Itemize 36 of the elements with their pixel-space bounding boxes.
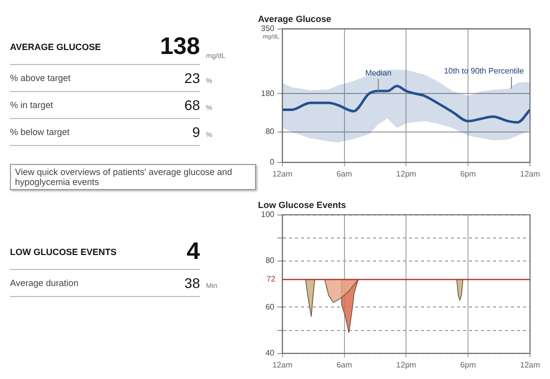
category-label: % above target [10,72,72,84]
x-tick-label: 12am [272,169,293,178]
x-tick-label: 12pm [396,169,417,178]
data-label: 38 [183,275,200,291]
y-tick-label: 60 [265,302,275,312]
y-tick-label: 0 [270,158,275,167]
data-label: 9 [191,124,200,140]
y-tick-label: 180 [260,88,275,98]
x-tick-label: 6am [336,360,352,370]
category-label: % below target [10,126,71,138]
y-tick-label: 100 [260,210,275,220]
category-label: Average duration [10,278,80,288]
y-tick-label: 80 [265,256,275,266]
text: LOW GLUCOSE EVENTS [10,246,118,258]
x-tick-label: 6pm [460,360,476,370]
y-tick-label: 350 [260,24,275,34]
annotation: Median [365,68,392,78]
data-label: 23 [183,70,200,86]
data-label: 138 [158,33,200,61]
text: View quick overviews of patients' average glucose and hypoglycemia events [10,164,256,190]
x-tick-label: 12am [520,169,540,178]
x-tick-label: 12am [520,360,540,370]
chart-title: Low Glucose Events [258,200,346,210]
data-label: 68 [183,97,200,113]
y-tick-label: 80 [265,127,275,136]
x-tick-label: 12pm [396,360,417,370]
chart-title: Average Glucose [258,14,332,24]
x-tick-label: 12am [272,360,293,370]
text: AVERAGE GLUCOSE [10,42,102,52]
x-tick-label: 6am [336,169,352,178]
ref-line-label: 72 [266,274,276,284]
x-tick-label: 6pm [460,169,476,178]
data-label: 4 [186,238,200,266]
annotation: 10th to 90th Percentile [444,66,525,76]
category-label: % in target [10,100,54,110]
y-tick-label: 40 [265,348,275,358]
